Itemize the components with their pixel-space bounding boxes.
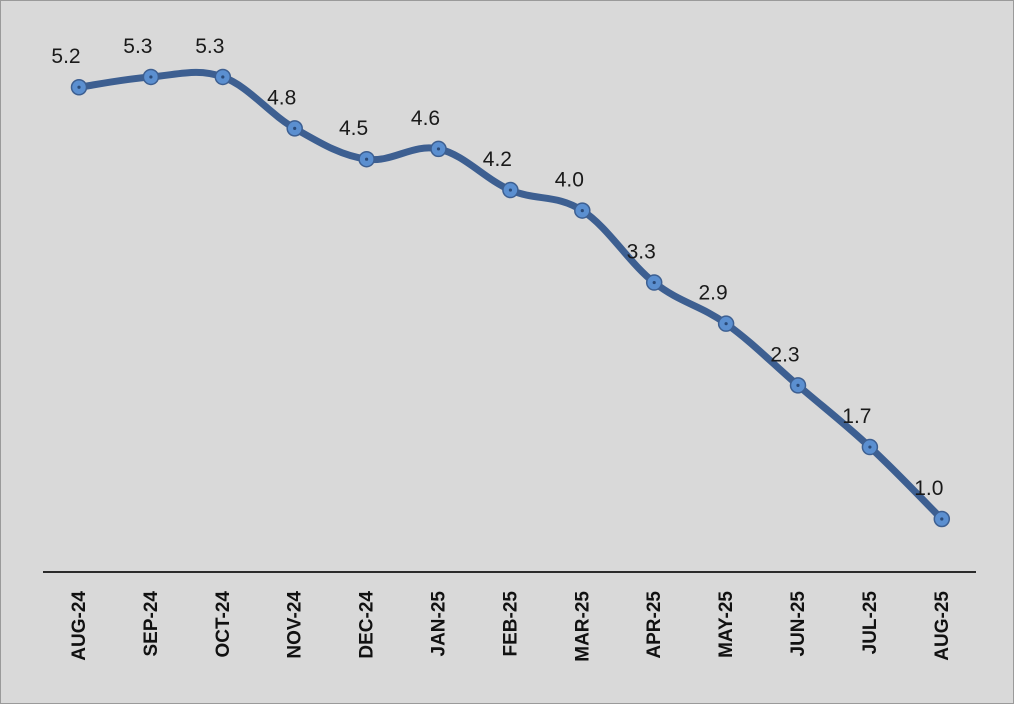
data-point-center xyxy=(580,209,584,213)
x-tick-label: MAR-25 xyxy=(572,591,593,662)
x-tick-label: AUG-24 xyxy=(69,591,90,661)
data-label: 3.3 xyxy=(627,241,656,264)
data-point-center xyxy=(940,517,944,521)
data-point-center xyxy=(508,188,512,192)
x-tick-label: JAN-25 xyxy=(429,591,450,657)
x-tick-label: MAY-25 xyxy=(716,591,737,658)
data-label: 1.0 xyxy=(914,477,943,500)
data-point-center xyxy=(293,126,297,130)
data-label: 5.2 xyxy=(51,45,80,68)
data-label: 4.5 xyxy=(339,117,368,140)
series-line xyxy=(75,68,946,523)
data-point-center xyxy=(652,280,656,285)
data-label: 4.2 xyxy=(483,148,512,171)
x-tick-label: APR-25 xyxy=(644,591,665,659)
x-tick-label: AUG-25 xyxy=(932,591,953,661)
data-point-center xyxy=(149,75,153,79)
data-point-center xyxy=(77,85,81,89)
data-label: 4.0 xyxy=(555,169,584,192)
x-tick-label: NOV-24 xyxy=(285,591,306,659)
data-label: 2.9 xyxy=(698,282,727,305)
data-point-center xyxy=(724,322,728,326)
x-tick-label: OCT-24 xyxy=(213,591,234,658)
data-point-center xyxy=(365,157,369,161)
x-tick-label: DEC-24 xyxy=(357,591,378,659)
data-point-center xyxy=(868,445,872,449)
data-label: 2.3 xyxy=(770,343,799,366)
x-tick-label: JUL-25 xyxy=(860,591,881,655)
data-label: 5.3 xyxy=(123,35,152,58)
data-label: 5.3 xyxy=(195,35,224,58)
data-point-center xyxy=(436,147,441,151)
data-point-center xyxy=(221,75,225,79)
data-label: 4.8 xyxy=(267,86,296,109)
x-tick-label: FEB-25 xyxy=(500,591,521,657)
x-tick-label: JUN-25 xyxy=(788,591,809,657)
x-tick-label: SEP-24 xyxy=(141,591,162,657)
data-label: 4.6 xyxy=(411,107,440,130)
data-point-center xyxy=(796,383,800,387)
data-label: 1.7 xyxy=(842,405,871,428)
